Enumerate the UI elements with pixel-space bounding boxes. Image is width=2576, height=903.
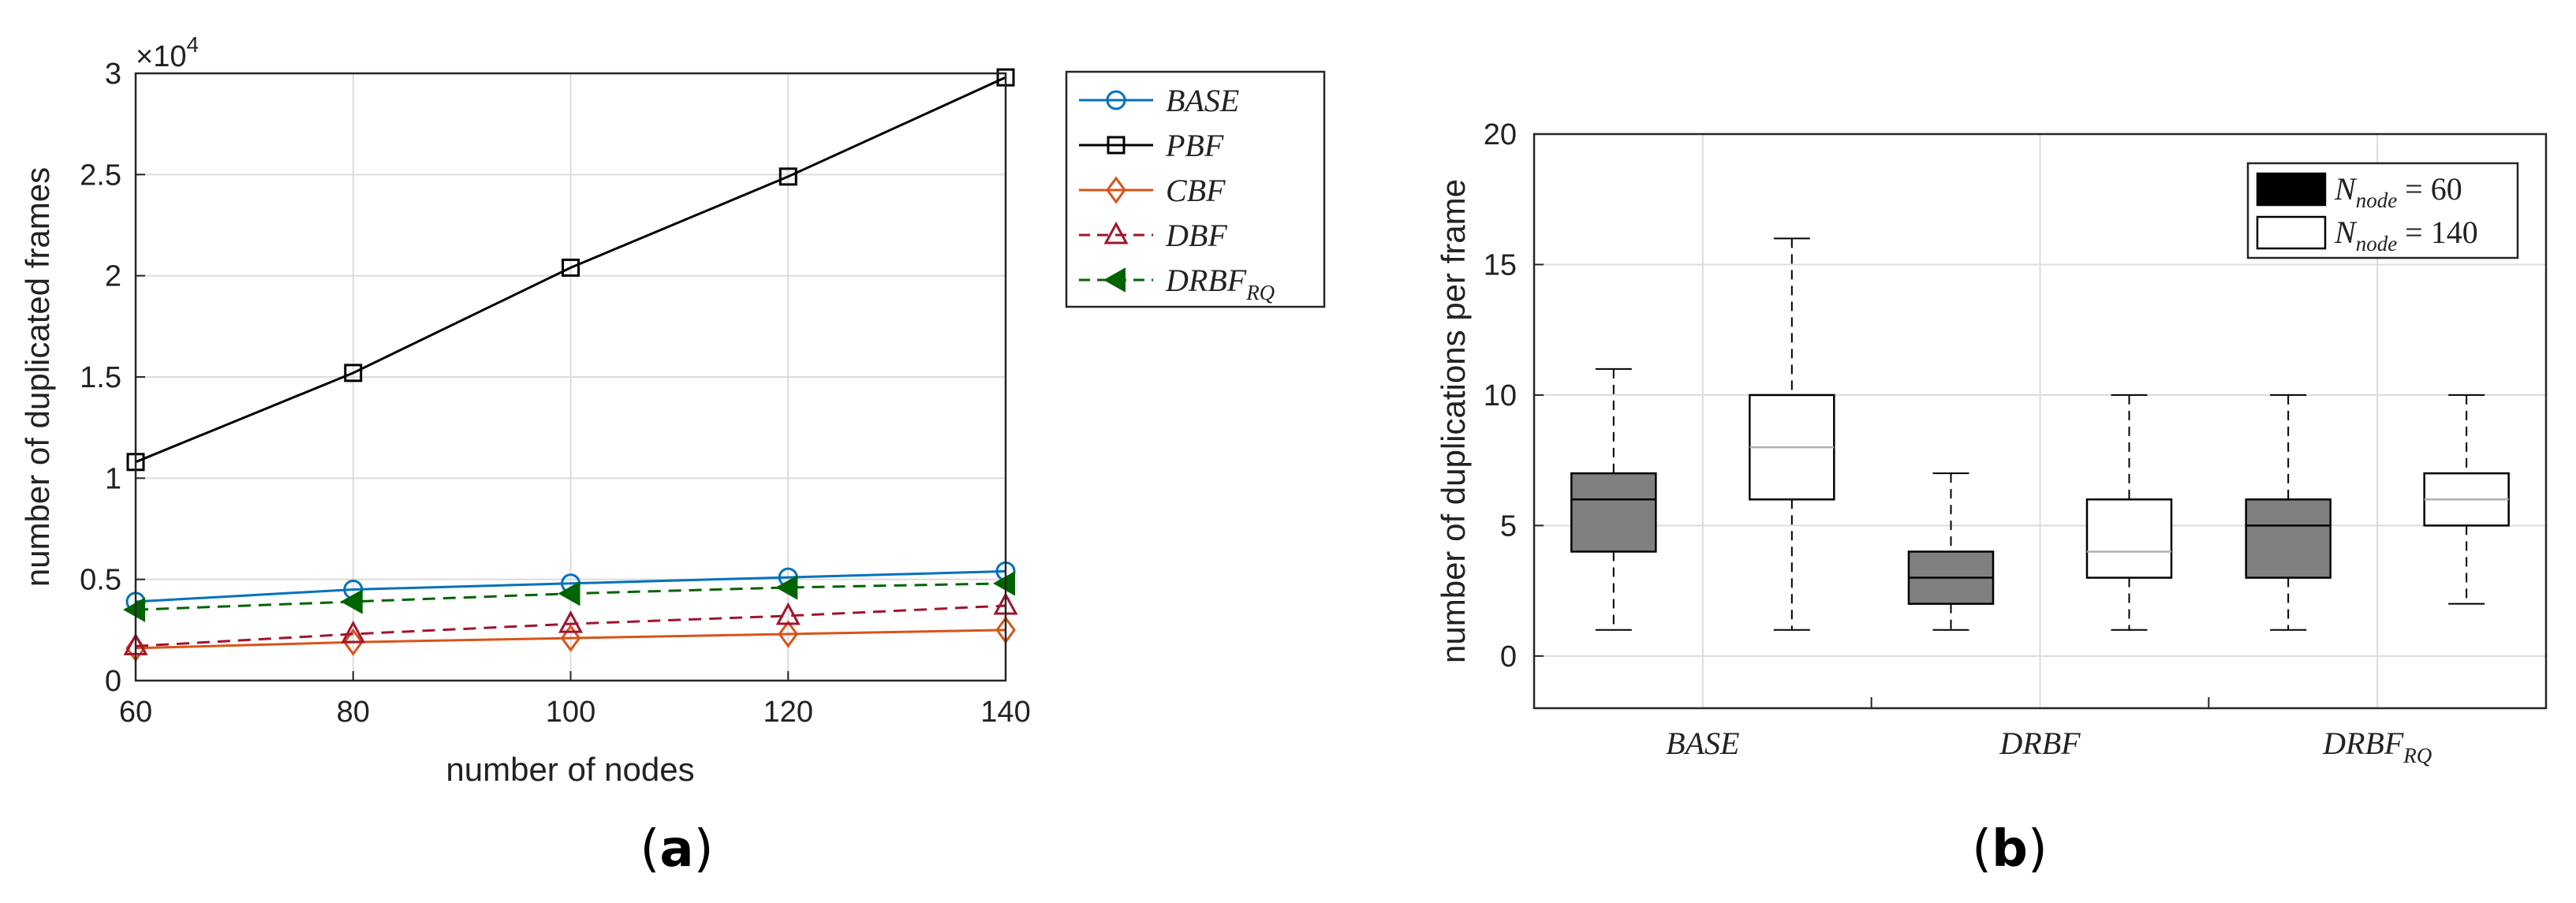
- series-line-pbf: [135, 76, 1006, 464]
- data-point-drbf-rq: [775, 575, 798, 600]
- data-point-pbf: [778, 167, 797, 186]
- box-n60-1: [1907, 472, 1995, 631]
- panel-a-legend: BASE PBF CBF DBF DRBFRQ: [1065, 70, 1326, 308]
- legend-label-dbf: DBF: [1165, 218, 1227, 253]
- panel-a-x-tick-label: 60: [119, 696, 152, 729]
- data-point-dbf: [558, 610, 584, 633]
- data-point-dbf: [341, 620, 366, 644]
- panel-a-y-tick-label: 0: [105, 665, 121, 698]
- panel-b-boxes: [1570, 237, 2510, 631]
- panel-a-ticks: 60 80 100 120 140 0 0.5 1 1.5 2 2.5 3: [80, 58, 1031, 729]
- data-point-drbf-rq: [558, 580, 581, 606]
- panel-b-y-tick-label: 10: [1484, 379, 1517, 412]
- box-iqr: [1570, 472, 1657, 553]
- data-point-drbf-rq: [992, 571, 1015, 596]
- panel-a-x-axis-label: number of nodes: [446, 751, 694, 788]
- panel-a-x-tick-label: 140: [980, 696, 1030, 729]
- legend-marker-cbf: [1106, 176, 1126, 204]
- legend-marker-dbf: [1103, 221, 1129, 244]
- box-n140-0: [1749, 237, 1835, 631]
- legend-label-drbf-rq: DRBFRQ: [1165, 263, 1275, 304]
- box-n140-1: [2085, 394, 2173, 631]
- panel-b-y-tick-label: 0: [1500, 640, 1517, 674]
- panel-b-box-plot: 0 5 10 15 20 BASE DRBF DRBFRQ number of duplica…: [1435, 118, 2548, 879]
- panel-b-x-tick-label-drbf-rq: DRBFRQ: [2322, 726, 2432, 767]
- data-point-pbf: [344, 364, 363, 382]
- panel-a-y-tick-label: 1: [105, 462, 121, 495]
- panel-b-ticks: 0 5 10 15 20 BASE DRBF DRBFRQ: [1484, 118, 2432, 767]
- legend-marker-pbf: [1107, 136, 1126, 155]
- panel-a-y-axis-label: number of duplicated frames: [19, 167, 56, 587]
- legend-label-0: Nnode = 60: [2334, 171, 2462, 212]
- legend-label-cbf: CBF: [1166, 173, 1226, 208]
- data-point-cbf: [560, 624, 581, 652]
- legend-marker-drbf: [1103, 267, 1126, 293]
- data-point-drbf-rq: [340, 589, 363, 614]
- series-line-cbf: [135, 629, 1006, 650]
- box-n140-2: [2423, 394, 2510, 605]
- data-point-cbf: [342, 628, 364, 656]
- panel-a-y-tick-label: 2: [105, 260, 121, 293]
- panel-b-x-tick-label-base: BASE: [1666, 726, 1739, 761]
- series-line-dbf: [135, 604, 1006, 647]
- panel-b-y-axis-label: number of duplications per frame: [1435, 179, 1472, 663]
- data-point-drbf-rq: [122, 597, 145, 622]
- panel-b-x-tick-label-drbf: DRBF: [1999, 726, 2081, 761]
- box-n60-0: [1570, 368, 1657, 631]
- panel-b-axes-frame: [1533, 132, 2548, 710]
- legend-swatch-1: [2256, 215, 2327, 250]
- panel-a-x-tick-label: 120: [763, 696, 813, 729]
- legend-label-pbf: PBF: [1165, 128, 1224, 163]
- legend-marker-base: [1106, 90, 1126, 110]
- panel-a-x-tick-label: 100: [546, 696, 595, 729]
- data-point-pbf: [562, 258, 580, 277]
- panel-a-x-tick-label: 80: [337, 696, 370, 729]
- panel-a-line-chart: 60 80 100 120 140 0 0.5 1 1.5 2 2.5 3 ×104 number o…: [19, 32, 1326, 879]
- legend-label-base: BASE: [1166, 83, 1239, 118]
- panel-a-y-multiplier: ×104: [136, 32, 199, 73]
- legend-swatch-0: [2256, 172, 2327, 207]
- panel-b-y-tick-label: 20: [1484, 118, 1517, 151]
- panel-a-label: (a): [640, 820, 713, 879]
- legend-label-1: Nnode = 140: [2334, 215, 2478, 256]
- data-point-cbf: [778, 620, 799, 648]
- box-iqr: [2245, 498, 2331, 579]
- panel-a-y-tick-label: 1.5: [80, 361, 121, 394]
- panel-b-y-tick-label: 15: [1484, 248, 1517, 282]
- series-line-base: [135, 569, 1006, 603]
- box-n60-2: [2245, 394, 2331, 631]
- panel-a-y-tick-label: 3: [105, 58, 121, 91]
- panel-b-label: (b): [1972, 820, 2048, 879]
- panel-b-y-tick-label: 5: [1500, 509, 1517, 543]
- data-point-dbf: [775, 602, 801, 625]
- panel-a-y-tick-label: 2.5: [80, 159, 121, 192]
- box-iqr: [2085, 498, 2173, 579]
- panel-a-y-tick-label: 0.5: [80, 564, 121, 597]
